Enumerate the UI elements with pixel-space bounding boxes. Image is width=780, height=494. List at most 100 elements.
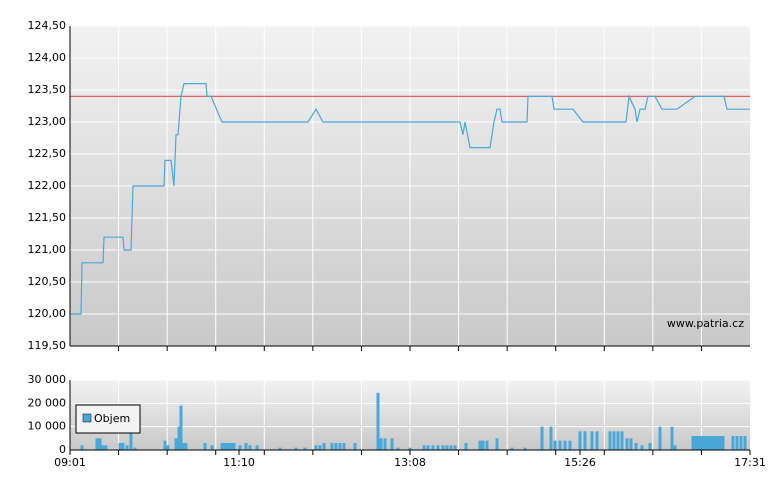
volume-bar xyxy=(314,445,318,450)
volume-bar xyxy=(376,392,380,450)
volume-bar xyxy=(379,438,383,450)
volume-bar xyxy=(481,440,485,450)
volume-bar xyxy=(342,443,346,450)
volume-bar xyxy=(703,436,707,450)
volume-bar xyxy=(129,419,133,450)
volume-bar xyxy=(691,436,695,450)
volume-bar xyxy=(95,438,99,450)
volume-bar xyxy=(181,443,185,450)
legend-swatch xyxy=(82,413,92,423)
volume-bar xyxy=(174,438,178,450)
volume-bar xyxy=(553,440,557,450)
volume-bar xyxy=(721,436,725,450)
volume-bar xyxy=(715,436,719,450)
volume-bar xyxy=(694,436,698,450)
volume-bar xyxy=(578,431,582,450)
volume-bar xyxy=(583,431,587,450)
volume-bar xyxy=(441,445,445,450)
volume-bar xyxy=(322,443,326,450)
y-tick-label: 10 000 xyxy=(28,420,67,433)
volume-bar xyxy=(540,426,544,450)
x-tick-label: 17:31 xyxy=(734,456,766,469)
y-tick-label: 0 xyxy=(59,443,66,456)
volume-bar xyxy=(163,440,167,450)
volume-bar xyxy=(98,438,102,450)
volume-bar xyxy=(294,447,298,450)
volume-bar xyxy=(648,443,652,450)
volume-bar xyxy=(616,431,620,450)
y-tick-label: 124,50 xyxy=(28,19,67,32)
volume-bar xyxy=(523,447,527,450)
y-tick-label: 120,50 xyxy=(28,275,67,288)
volume-bar xyxy=(353,443,357,450)
x-tick-label: 11:10 xyxy=(223,456,255,469)
volume-bar xyxy=(510,447,514,450)
y-tick-label: 119,50 xyxy=(28,339,67,352)
volume-bar xyxy=(226,443,230,450)
volume-bar xyxy=(739,436,743,450)
volume-bar xyxy=(709,436,713,450)
volume-bar xyxy=(166,445,170,450)
volume-bar xyxy=(436,445,440,450)
volume-bar xyxy=(80,445,84,450)
volume-bar xyxy=(179,405,183,450)
x-tick-label: 13:08 xyxy=(394,456,426,469)
y-tick-label: 122,50 xyxy=(28,147,67,160)
volume-bar xyxy=(303,447,307,450)
y-tick-label: 123,50 xyxy=(28,83,67,96)
volume-bar xyxy=(658,426,662,450)
volume-bar xyxy=(203,443,207,450)
volume-bar xyxy=(735,436,739,450)
volume-bar xyxy=(453,445,457,450)
volume-bar xyxy=(640,445,644,450)
volume-bar xyxy=(568,440,572,450)
volume-bar xyxy=(445,445,449,450)
volume-bar xyxy=(608,431,612,450)
volume-bar xyxy=(330,443,334,450)
price-line xyxy=(70,82,750,315)
volume-bar xyxy=(700,436,704,450)
volume-bar xyxy=(495,438,499,450)
volume-bar xyxy=(121,443,125,450)
volume-bar xyxy=(104,445,108,450)
volume-bar xyxy=(118,443,122,450)
y-tick-label: 121,50 xyxy=(28,211,67,224)
volume-bar xyxy=(177,426,181,450)
volume-bar xyxy=(383,438,387,450)
y-tick-label: 121,00 xyxy=(28,243,67,256)
volume-bar xyxy=(125,445,129,450)
volume-bar xyxy=(390,438,394,450)
volume-bar xyxy=(673,445,677,450)
x-tick-label: 09:01 xyxy=(54,456,86,469)
volume-bar xyxy=(697,436,701,450)
volume-bar xyxy=(743,436,747,450)
volume-bar xyxy=(422,445,426,450)
volume-bar xyxy=(238,445,242,450)
volume-bar xyxy=(485,440,489,450)
y-tick-label: 20 000 xyxy=(28,396,67,409)
volume-bar xyxy=(718,436,722,450)
volume-bar xyxy=(248,445,252,450)
legend-label: Objem xyxy=(94,412,130,425)
volume-bar xyxy=(612,431,616,450)
volume-bar xyxy=(255,445,259,450)
y-tick-label: 30 000 xyxy=(28,373,67,386)
y-tick-label: 124,00 xyxy=(28,51,67,64)
volume-bar xyxy=(334,443,338,450)
volume-bar xyxy=(223,443,227,450)
volume-bar xyxy=(244,443,248,450)
volume-bar xyxy=(426,445,430,450)
y-tick-label: 120,00 xyxy=(28,307,67,320)
volume-bar xyxy=(278,447,282,450)
volume-bar xyxy=(101,445,105,450)
volume-bar xyxy=(634,443,638,450)
volume-bar xyxy=(670,426,674,450)
volume-bar xyxy=(590,431,594,450)
volume-bar xyxy=(563,440,567,450)
volume-bar xyxy=(220,443,224,450)
volume-bar xyxy=(232,443,236,450)
volume-bar xyxy=(408,447,412,450)
y-tick-label: 123,00 xyxy=(28,115,67,128)
volume-bar xyxy=(620,431,624,450)
